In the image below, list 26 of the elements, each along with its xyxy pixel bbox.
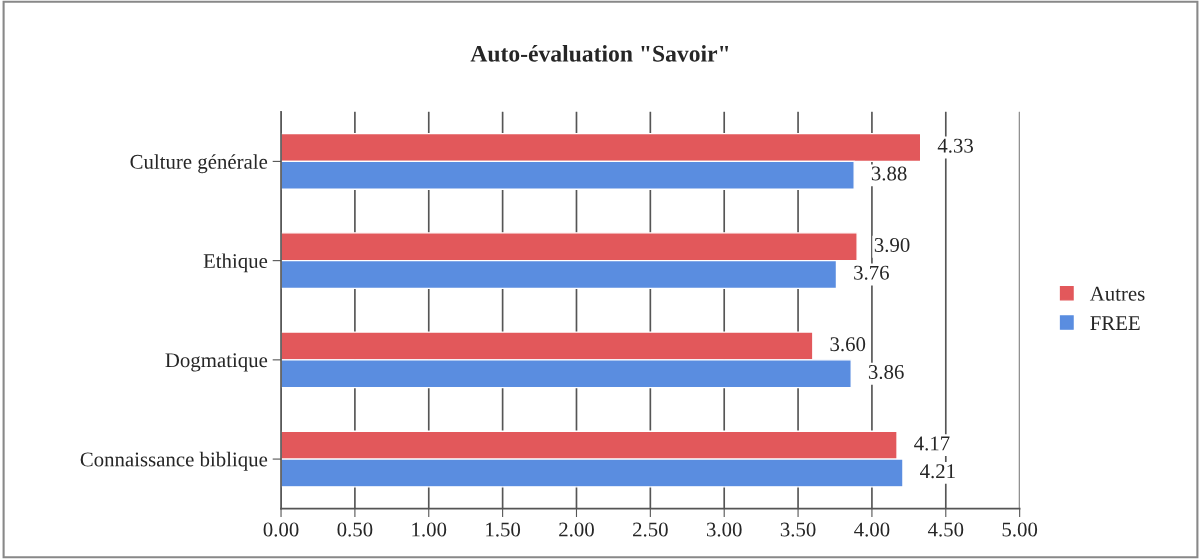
- y-tick-label: Ethique: [203, 253, 268, 273]
- x-tick-label: 1.00: [412, 522, 447, 537]
- data-label: 4.33: [937, 138, 973, 153]
- x-tick-label: 3.50: [780, 522, 816, 537]
- x-tick-label: 2.50: [633, 522, 668, 537]
- x-tick-label: 3.00: [706, 522, 742, 537]
- legend-label: FREE: [1090, 316, 1140, 330]
- y-tick-label: Culture générale: [130, 154, 268, 174]
- data-label: 4.21: [920, 464, 955, 479]
- data-label: 3.60: [830, 337, 866, 352]
- y-tick-label: Dogmatique: [165, 353, 268, 372]
- x-tick-label: 2.00: [559, 522, 594, 537]
- chart-title: Auto-évaluation "Savoir": [470, 45, 729, 62]
- x-tick-label: 4.00: [854, 522, 890, 537]
- x-tick-label: 4.50: [927, 522, 964, 537]
- data-label: 3.90: [874, 237, 910, 253]
- data-label: 3.88: [871, 166, 907, 181]
- x-tick-label: 0.00: [263, 522, 299, 537]
- x-tick-label: 1.50: [486, 522, 521, 537]
- legend-label: Autres: [1089, 286, 1145, 301]
- x-tick-label: 0.50: [337, 522, 373, 537]
- x-tick-label: 5.00: [1002, 522, 1038, 537]
- data-label: 3.76: [854, 265, 889, 280]
- data-label: 4.17: [914, 436, 950, 451]
- data-label: 3.86: [868, 364, 904, 380]
- y-tick-label: Connaissance biblique: [80, 451, 268, 471]
